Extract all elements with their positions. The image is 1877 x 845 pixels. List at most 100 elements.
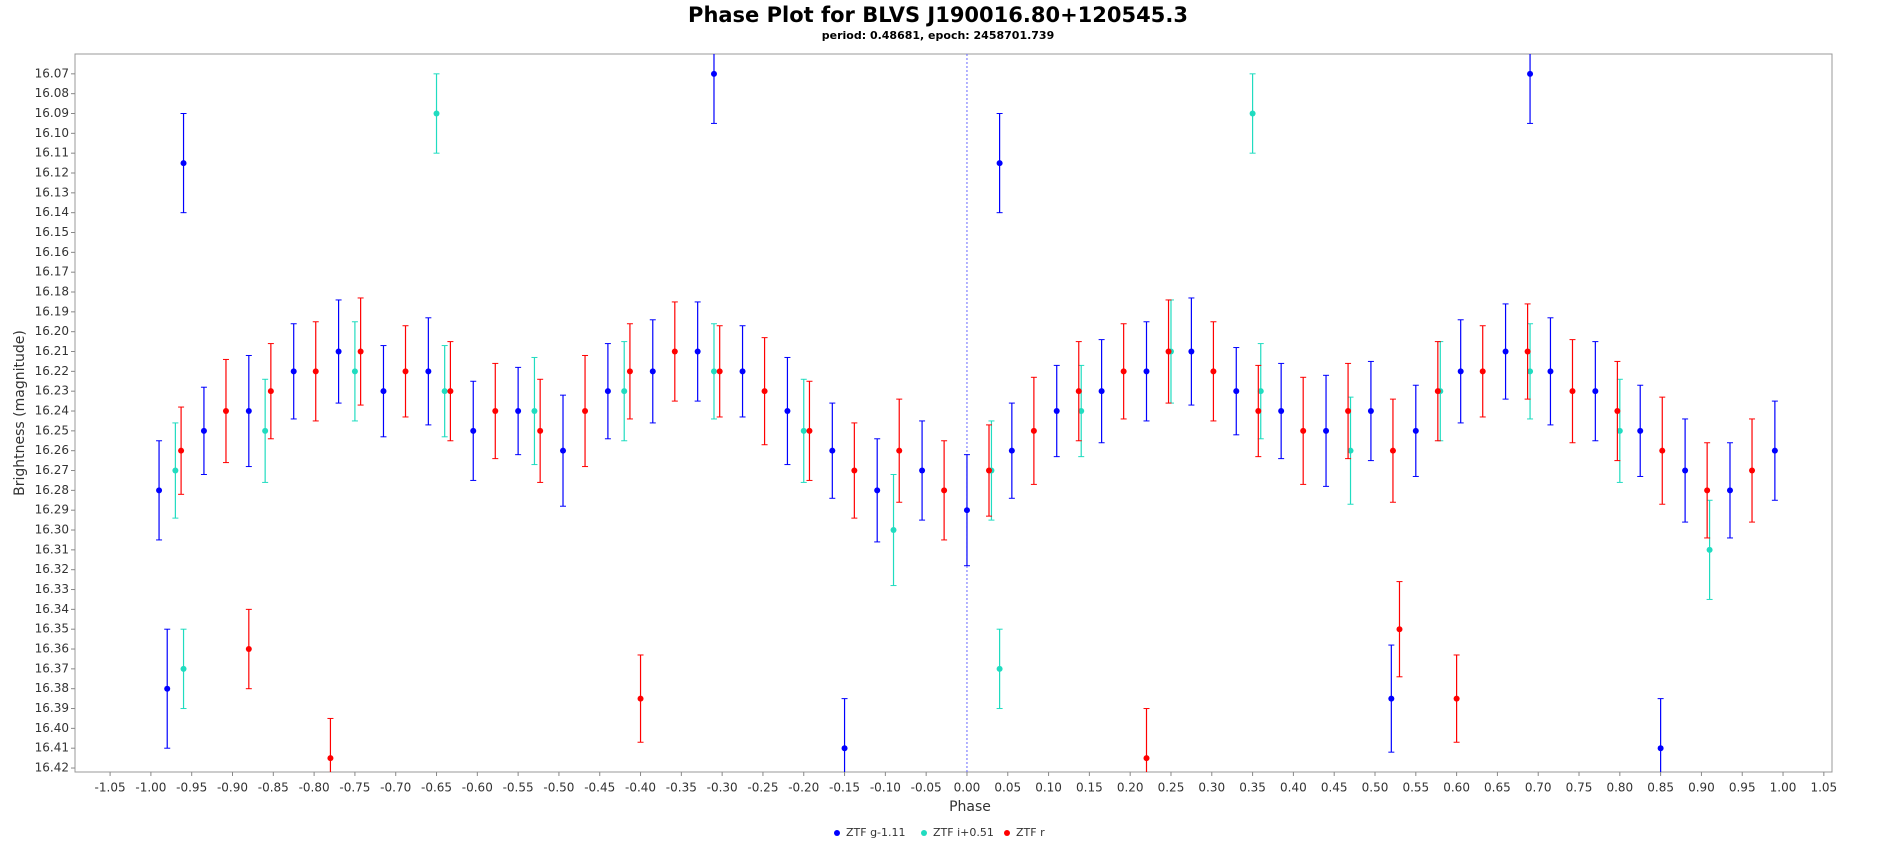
data-point: [1547, 368, 1554, 375]
x-tick-label: -0.15: [829, 781, 860, 795]
legend-label: ZTF i+0.51: [933, 826, 994, 839]
data-point: [178, 447, 185, 454]
x-tick-label: 0.75: [1566, 781, 1593, 795]
x-tick-label: 0.65: [1484, 781, 1511, 795]
data-point: [1388, 695, 1395, 702]
x-tick-label: 0.85: [1647, 781, 1674, 795]
data-point: [784, 408, 791, 415]
y-tick-label: 16.32: [35, 562, 69, 576]
data-point: [806, 427, 813, 434]
data-point: [470, 427, 477, 434]
data-point: [267, 388, 274, 395]
y-tick-label: 16.08: [35, 86, 69, 100]
data-point: [1008, 447, 1015, 454]
legend-label: ZTF r: [1016, 826, 1045, 839]
data-point: [380, 388, 387, 395]
y-tick-label: 16.10: [35, 126, 69, 140]
data-point: [164, 685, 171, 692]
y-tick-label: 16.23: [35, 384, 69, 398]
data-point: [1249, 110, 1256, 117]
x-tick-label: 0.20: [1117, 781, 1144, 795]
data-point: [1527, 368, 1534, 375]
x-tick-label: 1.05: [1810, 781, 1837, 795]
x-tick-label: 1.00: [1770, 781, 1797, 795]
data-point: [739, 368, 746, 375]
x-tick-label: -0.75: [339, 781, 370, 795]
data-point: [671, 348, 678, 355]
data-point: [1434, 388, 1441, 395]
data-point: [1347, 447, 1354, 454]
data-point: [1771, 447, 1778, 454]
data-point: [1078, 408, 1085, 415]
data-point: [531, 408, 538, 415]
x-tick-label: -0.65: [421, 781, 452, 795]
data-point: [694, 348, 701, 355]
data-point: [1479, 368, 1486, 375]
data-point: [1255, 408, 1262, 415]
legend-marker: [1004, 830, 1010, 836]
data-point: [262, 427, 269, 434]
data-point: [1165, 348, 1172, 355]
x-tick-label: -0.30: [707, 781, 738, 795]
y-tick-label: 16.42: [35, 761, 69, 775]
data-point: [245, 408, 252, 415]
data-point: [1502, 348, 1509, 355]
data-point: [604, 388, 611, 395]
x-tick-label: 0.90: [1688, 781, 1715, 795]
data-point: [1704, 487, 1711, 494]
x-tick-label: 0.35: [1239, 781, 1266, 795]
y-tick-label: 16.38: [35, 681, 69, 695]
x-tick-label: 0.05: [994, 781, 1021, 795]
x-tick-label: -0.20: [788, 781, 819, 795]
data-point: [357, 348, 364, 355]
x-tick-label: -0.50: [543, 781, 574, 795]
data-point: [1143, 368, 1150, 375]
x-tick-label: -0.05: [911, 781, 942, 795]
chart-subtitle: period: 0.48681, epoch: 2458701.739: [822, 29, 1055, 42]
data-point: [896, 447, 903, 454]
data-point: [1120, 368, 1127, 375]
data-point: [1659, 447, 1666, 454]
data-point: [441, 388, 448, 395]
data-point: [1524, 348, 1531, 355]
y-tick-label: 16.27: [35, 463, 69, 477]
data-point: [1075, 388, 1082, 395]
x-tick-label: -0.60: [462, 781, 493, 795]
y-tick-label: 16.19: [35, 304, 69, 318]
y-tick-label: 16.18: [35, 285, 69, 299]
data-point: [800, 427, 807, 434]
x-tick-label: -0.80: [299, 781, 330, 795]
x-tick-label: 0.00: [954, 781, 981, 795]
data-point: [649, 368, 656, 375]
y-tick-label: 16.24: [35, 404, 69, 418]
x-tick-label: 0.80: [1606, 781, 1633, 795]
y-tick-label: 16.29: [35, 503, 69, 517]
y-tick-label: 16.13: [35, 185, 69, 199]
x-tick-label: -0.85: [258, 781, 289, 795]
x-tick-label: -0.25: [747, 781, 778, 795]
y-tick-label: 16.26: [35, 443, 69, 457]
legend-marker: [834, 830, 840, 836]
x-tick-label: -0.10: [870, 781, 901, 795]
y-tick-label: 16.30: [35, 523, 69, 537]
data-point: [560, 447, 567, 454]
data-point: [1616, 427, 1623, 434]
data-point: [1569, 388, 1576, 395]
x-tick-label: 0.40: [1280, 781, 1307, 795]
data-point: [1726, 487, 1733, 494]
data-point: [156, 487, 163, 494]
data-point: [515, 408, 522, 415]
data-point: [1345, 408, 1352, 415]
data-point: [1278, 408, 1285, 415]
data-point: [890, 527, 897, 534]
y-tick-label: 16.35: [35, 622, 69, 636]
data-point: [919, 467, 926, 474]
data-point: [1233, 388, 1240, 395]
y-tick-label: 16.15: [35, 225, 69, 239]
data-point: [180, 160, 187, 167]
y-tick-label: 16.17: [35, 265, 69, 279]
data-point: [1637, 427, 1644, 434]
x-tick-label: 0.95: [1729, 781, 1756, 795]
x-tick-label: 0.55: [1402, 781, 1429, 795]
